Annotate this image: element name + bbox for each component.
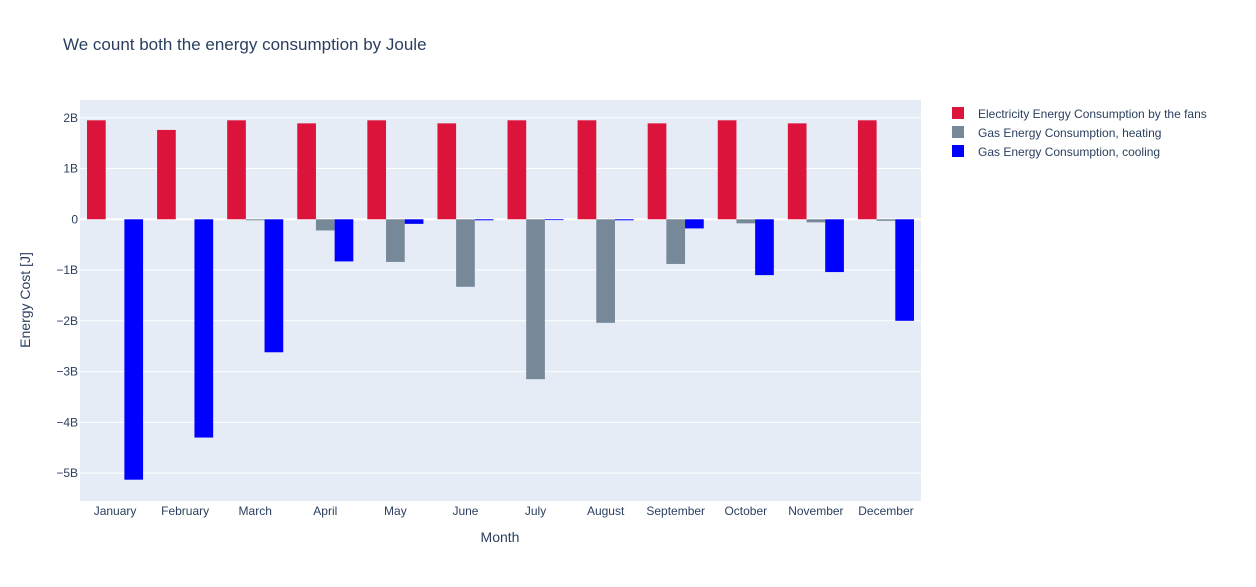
x-tick-label: July bbox=[525, 504, 546, 518]
bar-gas-energy-consumption-cooling-september[interactable] bbox=[685, 219, 704, 229]
bar-electricity-energy-consumption-by-the-fans-march[interactable] bbox=[227, 120, 246, 220]
x-tick-label: January bbox=[94, 504, 137, 518]
legend-swatch bbox=[952, 107, 964, 119]
bar-gas-energy-consumption-heating-august[interactable] bbox=[596, 219, 615, 323]
x-tick-label: May bbox=[384, 504, 407, 518]
bar-gas-energy-consumption-cooling-may[interactable] bbox=[404, 219, 424, 224]
legend-item[interactable]: Gas Energy Consumption, cooling bbox=[952, 145, 1160, 159]
legend-label: Electricity Energy Consumption by the fa… bbox=[978, 107, 1207, 121]
bar-electricity-energy-consumption-by-the-fans-december[interactable] bbox=[857, 120, 877, 220]
x-tick-label: June bbox=[452, 504, 478, 518]
y-tick-label: 2B bbox=[63, 111, 78, 125]
bar-electricity-energy-consumption-by-the-fans-september[interactable] bbox=[647, 123, 667, 220]
plot-area bbox=[80, 100, 921, 501]
bar-electricity-energy-consumption-by-the-fans-november[interactable] bbox=[787, 123, 807, 220]
y-tick-label: −4B bbox=[56, 415, 78, 429]
x-axis-ticks: January February March April May June July Augu… bbox=[94, 504, 914, 518]
bar-gas-energy-consumption-heating-july[interactable] bbox=[526, 219, 545, 380]
legend-swatch bbox=[952, 126, 964, 138]
x-tick-label: March bbox=[239, 504, 272, 518]
legend[interactable]: Electricity Energy Consumption by the fa… bbox=[952, 107, 1207, 159]
bar-gas-energy-consumption-cooling-june[interactable] bbox=[474, 219, 494, 221]
legend-label: Gas Energy Consumption, cooling bbox=[978, 145, 1160, 159]
bar-gas-energy-consumption-cooling-october[interactable] bbox=[755, 219, 774, 276]
y-axis-title: Energy Cost [J] bbox=[17, 252, 33, 348]
x-tick-label: April bbox=[313, 504, 337, 518]
y-axis-ticks: 2B 1B 0 −1B −2B −3B −4B −5B bbox=[56, 111, 78, 480]
x-tick-label: August bbox=[587, 504, 625, 518]
x-tick-label: February bbox=[161, 504, 209, 518]
bar-gas-energy-consumption-cooling-august[interactable] bbox=[614, 219, 634, 221]
bar-gas-energy-consumption-cooling-january[interactable] bbox=[124, 219, 144, 480]
y-tick-label: −2B bbox=[56, 314, 78, 328]
bar-gas-energy-consumption-cooling-february[interactable] bbox=[194, 219, 214, 438]
bar-electricity-energy-consumption-by-the-fans-october[interactable] bbox=[717, 120, 737, 220]
y-tick-label: −3B bbox=[56, 365, 78, 379]
legend-label: Gas Energy Consumption, heating bbox=[978, 126, 1161, 140]
bar-gas-energy-consumption-cooling-july[interactable] bbox=[544, 219, 564, 221]
bar-electricity-energy-consumption-by-the-fans-april[interactable] bbox=[297, 123, 316, 220]
x-tick-label: October bbox=[724, 504, 767, 518]
bar-electricity-energy-consumption-by-the-fans-june[interactable] bbox=[437, 123, 457, 220]
x-tick-label: November bbox=[788, 504, 843, 518]
y-tick-label: 1B bbox=[63, 162, 78, 176]
legend-item[interactable]: Gas Energy Consumption, heating bbox=[952, 126, 1161, 140]
bar-gas-energy-consumption-heating-march[interactable] bbox=[245, 219, 265, 221]
bar-gas-energy-consumption-heating-october[interactable] bbox=[736, 219, 756, 224]
bar-electricity-energy-consumption-by-the-fans-july[interactable] bbox=[507, 120, 527, 220]
legend-item[interactable]: Electricity Energy Consumption by the fa… bbox=[952, 107, 1207, 121]
bar-gas-energy-consumption-cooling-november[interactable] bbox=[825, 219, 844, 273]
bar-electricity-energy-consumption-by-the-fans-august[interactable] bbox=[577, 120, 597, 220]
bar-gas-energy-consumption-heating-april[interactable] bbox=[315, 219, 335, 231]
bar-gas-energy-consumption-cooling-march[interactable] bbox=[264, 219, 284, 353]
x-tick-label: December bbox=[858, 504, 913, 518]
chart-title: We count both the energy consumption by … bbox=[63, 35, 427, 54]
bar-gas-energy-consumption-cooling-april[interactable] bbox=[334, 219, 354, 262]
bars bbox=[87, 120, 914, 480]
legend-swatch bbox=[952, 145, 964, 157]
x-axis-title: Month bbox=[481, 529, 520, 545]
x-tick-label: September bbox=[646, 504, 705, 518]
y-tick-label: −5B bbox=[56, 466, 78, 480]
bar-gas-energy-consumption-heating-september[interactable] bbox=[666, 219, 686, 264]
gridlines bbox=[80, 117, 921, 474]
bar-electricity-energy-consumption-by-the-fans-may[interactable] bbox=[367, 120, 387, 220]
bar-gas-energy-consumption-heating-december[interactable] bbox=[876, 219, 896, 221]
bar-gas-energy-consumption-heating-november[interactable] bbox=[806, 219, 826, 223]
y-tick-label: −1B bbox=[56, 263, 78, 277]
bar-electricity-energy-consumption-by-the-fans-february[interactable] bbox=[157, 129, 176, 220]
bar-gas-energy-consumption-heating-june[interactable] bbox=[456, 219, 475, 287]
y-tick-label: 0 bbox=[71, 212, 78, 226]
bar-gas-energy-consumption-cooling-december[interactable] bbox=[895, 219, 914, 321]
bar-gas-energy-consumption-heating-may[interactable] bbox=[386, 219, 405, 262]
bar-electricity-energy-consumption-by-the-fans-january[interactable] bbox=[87, 120, 106, 220]
